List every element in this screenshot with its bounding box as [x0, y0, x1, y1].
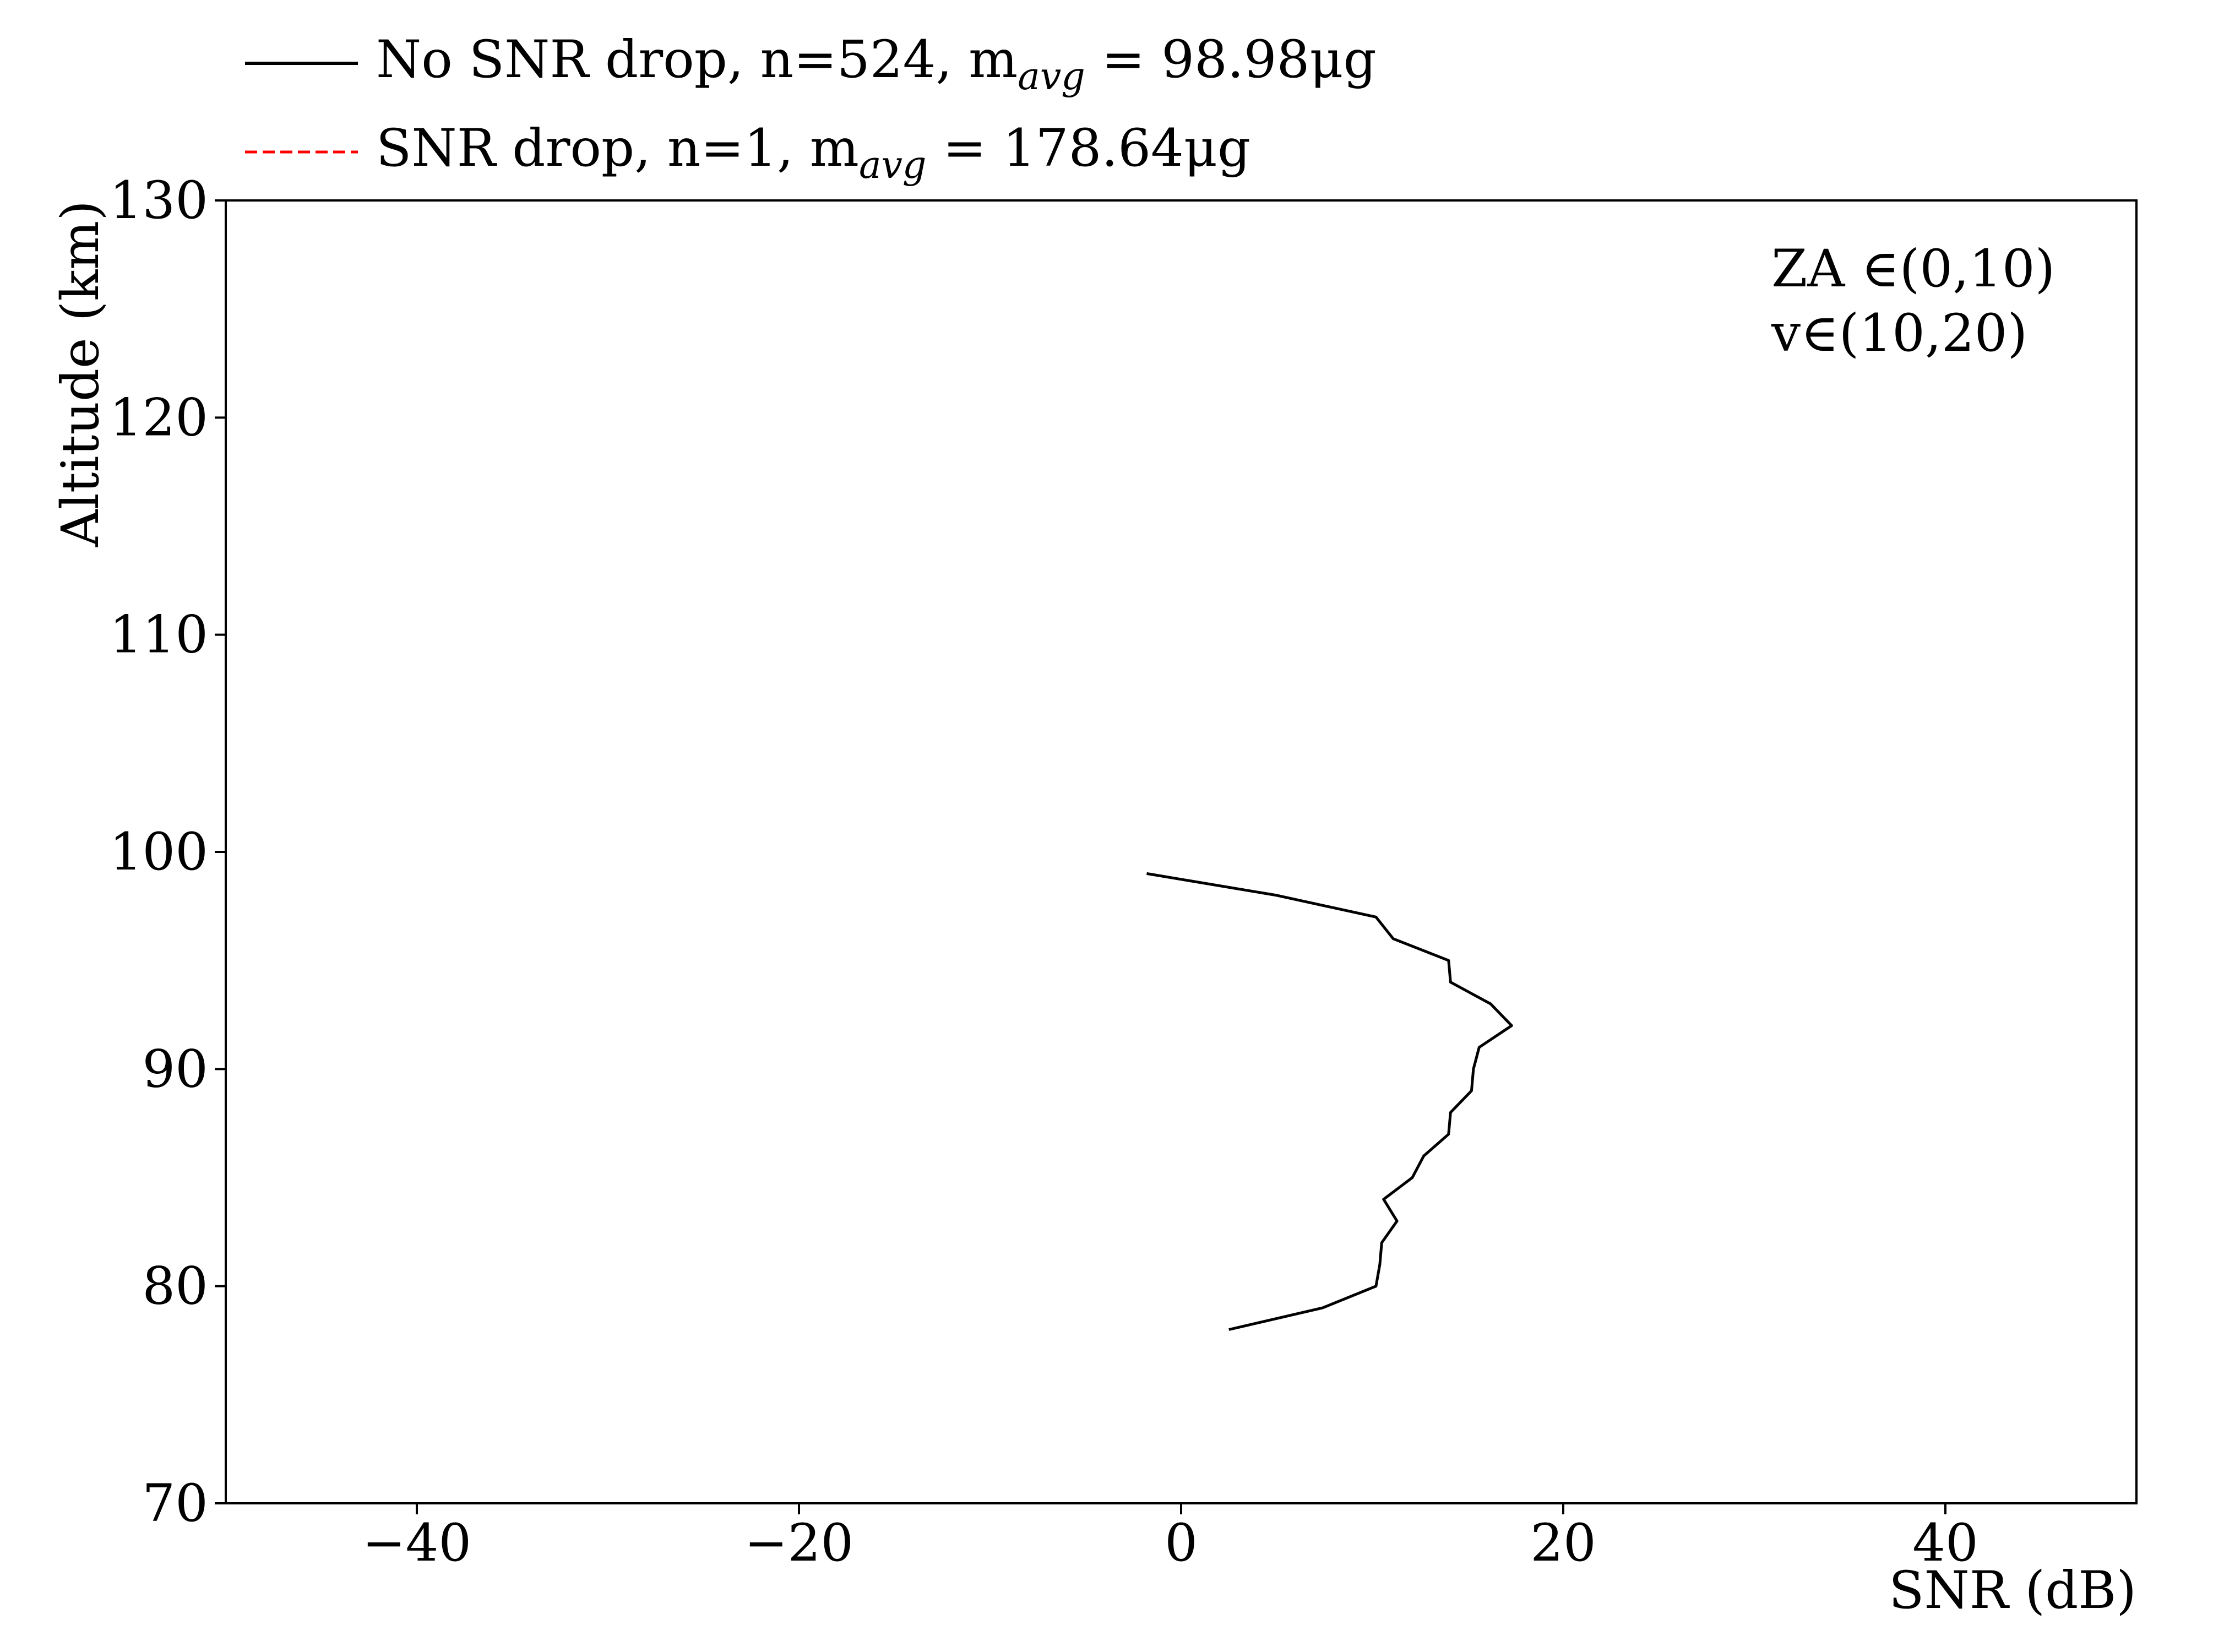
y-tick-label: 70 [142, 1474, 208, 1534]
legend-label-no-snr-drop: No SNR drop, n=524, mavg = 98.98μg [376, 30, 1377, 99]
x-tick-label: −20 [744, 1513, 853, 1573]
x-tick-label: 0 [1165, 1513, 1198, 1573]
x-tick-label: −40 [362, 1513, 471, 1573]
y-tick-label: 120 [110, 388, 208, 448]
x-axis-label: SNR (dB) [1889, 1561, 2136, 1621]
legend-label-snr-drop: SNR drop, n=1, mavg = 178.64μg [376, 118, 1250, 187]
y-tick-label: 110 [110, 605, 208, 665]
y-axis-label: Altitude (km) [51, 200, 111, 547]
y-tick-label: 100 [110, 822, 208, 882]
annotation-v-range: v∈(10,20) [1771, 303, 2027, 363]
y-tick-label: 90 [142, 1039, 208, 1099]
series-layer [1146, 872, 1513, 1331]
x-axis-ticks: −40 −20 0 20 40 [362, 1503, 1978, 1573]
annotation-za-range: ZA ∈(0,10) [1771, 239, 2055, 299]
series-line-0 [1146, 872, 1513, 1331]
y-tick-label: 130 [110, 171, 208, 231]
plot-frame [225, 199, 2138, 1504]
y-axis-ticks: 70 80 90 100 110 120 130 [110, 171, 226, 1534]
x-tick-label: 40 [1912, 1513, 1978, 1573]
legend: No SNR drop, n=524, mavg = 98.98μg SNR d… [245, 30, 1377, 187]
x-tick-label: 20 [1530, 1513, 1596, 1573]
y-tick-label: 80 [142, 1257, 208, 1317]
